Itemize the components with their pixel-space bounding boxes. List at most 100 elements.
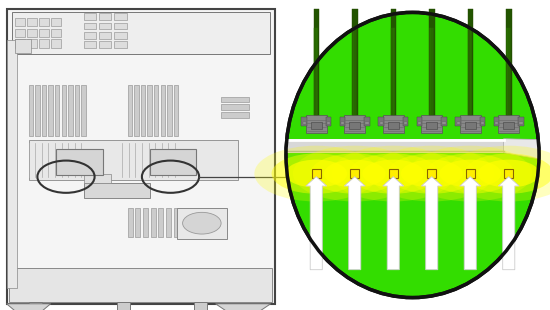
Bar <box>51 39 61 48</box>
Bar <box>117 302 130 310</box>
Ellipse shape <box>324 160 386 188</box>
Bar <box>460 115 481 133</box>
Bar <box>143 208 148 237</box>
Ellipse shape <box>478 160 540 188</box>
Bar <box>350 169 359 178</box>
Bar <box>114 41 126 48</box>
Bar <box>503 122 514 129</box>
Bar <box>456 122 460 124</box>
FancyArrow shape <box>383 177 404 270</box>
Bar <box>352 9 358 118</box>
Bar <box>154 85 158 136</box>
Bar <box>302 122 306 124</box>
Bar <box>389 169 398 178</box>
Bar <box>12 12 270 54</box>
Bar <box>75 85 79 136</box>
Bar <box>340 117 345 126</box>
Bar <box>344 115 365 133</box>
Bar <box>48 85 53 136</box>
Bar <box>150 149 196 175</box>
Bar <box>84 174 111 183</box>
Ellipse shape <box>408 146 532 202</box>
Bar <box>327 122 330 124</box>
Bar <box>29 140 238 180</box>
Bar <box>174 85 178 136</box>
Bar <box>84 41 96 48</box>
Bar <box>9 268 272 302</box>
Bar <box>51 29 61 37</box>
Bar <box>468 9 473 118</box>
Bar <box>383 115 404 133</box>
Ellipse shape <box>255 146 378 202</box>
Bar <box>390 9 396 118</box>
Ellipse shape <box>370 146 494 202</box>
Circle shape <box>183 212 221 234</box>
Bar <box>114 32 126 39</box>
Ellipse shape <box>401 160 463 188</box>
Bar <box>174 208 179 237</box>
Bar <box>427 169 436 178</box>
Bar <box>128 208 133 237</box>
Bar <box>42 85 46 136</box>
Bar <box>7 9 275 304</box>
Bar <box>29 302 42 310</box>
Bar <box>84 23 96 29</box>
Bar <box>99 23 111 29</box>
Bar <box>364 117 370 126</box>
Bar <box>481 122 484 124</box>
Bar <box>429 9 434 118</box>
Polygon shape <box>216 304 271 310</box>
Bar <box>15 29 25 37</box>
Bar <box>518 117 524 126</box>
Bar <box>301 117 307 126</box>
Ellipse shape <box>349 153 438 194</box>
Ellipse shape <box>293 146 417 202</box>
Ellipse shape <box>439 160 501 188</box>
Bar <box>27 18 37 26</box>
Polygon shape <box>7 304 51 310</box>
Bar <box>51 18 61 26</box>
Bar <box>312 169 321 178</box>
Bar <box>7 40 16 288</box>
Bar <box>27 29 37 37</box>
Bar <box>221 112 249 118</box>
Bar <box>311 122 322 129</box>
Bar <box>99 13 111 20</box>
Bar <box>286 139 539 153</box>
Bar <box>15 18 25 26</box>
Bar <box>498 115 519 133</box>
Bar <box>68 85 73 136</box>
Ellipse shape <box>310 153 399 194</box>
Bar <box>455 117 461 126</box>
Bar <box>221 104 249 110</box>
Bar <box>99 41 111 48</box>
Bar <box>506 9 512 118</box>
Bar <box>494 117 499 126</box>
Bar <box>378 117 384 126</box>
Bar <box>27 39 37 48</box>
Bar <box>39 29 49 37</box>
Bar <box>426 122 437 129</box>
FancyArrow shape <box>498 177 519 270</box>
FancyArrow shape <box>306 177 327 270</box>
Bar <box>151 208 156 237</box>
Bar <box>55 85 59 136</box>
Ellipse shape <box>332 146 455 202</box>
Bar <box>177 208 227 239</box>
Bar <box>417 117 422 126</box>
Bar <box>388 122 399 129</box>
Ellipse shape <box>286 12 539 298</box>
Bar <box>161 85 165 136</box>
Bar <box>341 122 344 124</box>
Ellipse shape <box>272 153 361 194</box>
Bar <box>326 117 331 126</box>
Bar <box>403 117 408 126</box>
Bar <box>418 122 421 124</box>
Bar <box>15 39 31 53</box>
Bar <box>379 122 383 124</box>
Ellipse shape <box>447 146 550 202</box>
FancyArrow shape <box>460 177 481 270</box>
Bar <box>84 32 96 39</box>
Ellipse shape <box>426 153 515 194</box>
Bar <box>465 122 476 129</box>
